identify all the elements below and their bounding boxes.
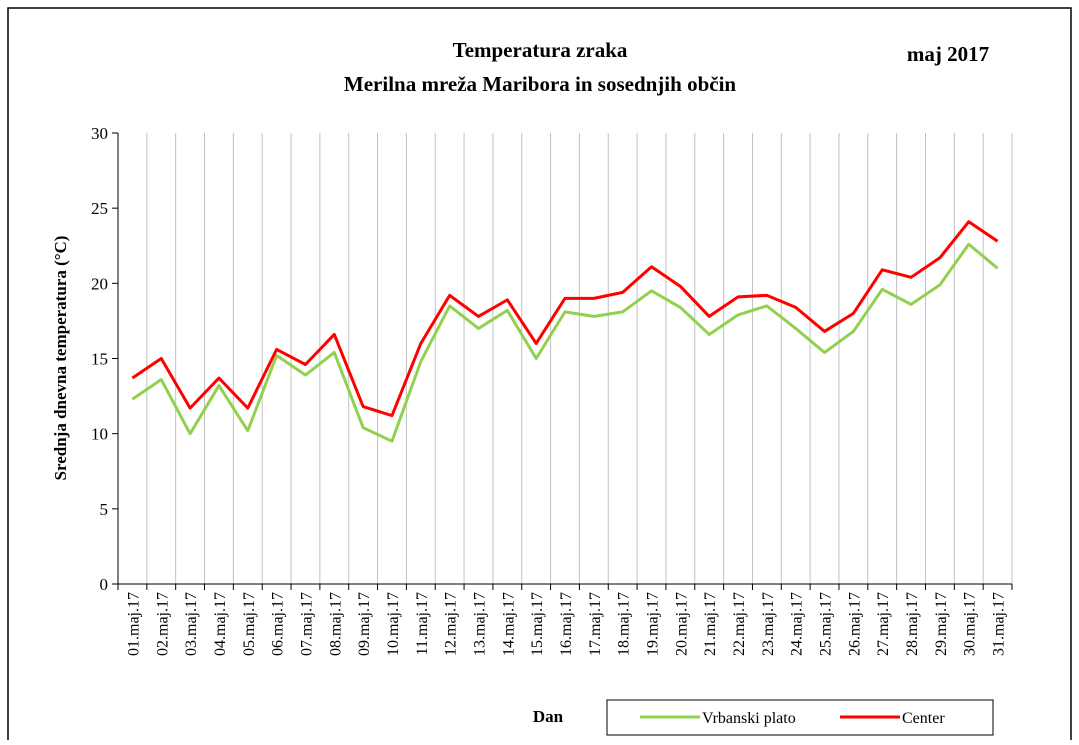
series-line: [131, 242, 999, 443]
x-tick-label: 28.maj.17: [904, 592, 921, 656]
x-tick-label: 19.maj.17: [645, 592, 662, 656]
x-tick-label: 14.maj.17: [500, 592, 517, 656]
x-tick-label: 02.maj.17: [154, 592, 171, 656]
x-tick-label: 11.maj.17: [414, 592, 431, 655]
x-tick-label: 20.maj.17: [673, 592, 690, 656]
y-axis-label: Srednja dnevna temperatura (°C): [51, 236, 70, 481]
date-annotation: maj 2017: [907, 42, 989, 66]
x-tick-label: 31.maj.17: [991, 592, 1008, 656]
x-tick-label: 15.maj.17: [529, 592, 546, 656]
x-tick-label: 27.maj.17: [875, 592, 892, 656]
x-tick-label: 05.maj.17: [241, 592, 258, 656]
x-tick-label: 03.maj.17: [183, 592, 200, 656]
x-tick-label: 16.maj.17: [558, 592, 575, 656]
y-tick-label: 30: [91, 124, 108, 143]
x-tick-label: 24.maj.17: [789, 592, 806, 656]
y-tick-label: 5: [100, 500, 109, 519]
chart-subtitle: Merilna mreža Maribora in sosednjih obči…: [344, 72, 736, 96]
x-tick-label: 23.maj.17: [760, 592, 777, 656]
x-tick-label: 09.maj.17: [356, 592, 373, 656]
y-tick-label: 20: [91, 274, 108, 293]
x-tick-label: 12.maj.17: [443, 592, 460, 656]
y-tick-label: 15: [91, 350, 108, 369]
x-axis-label: Dan: [533, 707, 564, 726]
x-tick-label: 26.maj.17: [846, 592, 863, 656]
legend-label: Center: [902, 710, 945, 727]
x-tick-label: 06.maj.17: [270, 592, 287, 656]
x-tick-label: 10.maj.17: [385, 592, 402, 656]
x-tick-label: 29.maj.17: [933, 592, 950, 656]
x-tick-label: 04.maj.17: [212, 592, 229, 656]
x-tick-label: 01.maj.17: [125, 592, 142, 656]
x-tick-label: 18.maj.17: [616, 592, 633, 656]
chart-title: Temperatura zraka: [453, 38, 628, 62]
x-tick-label: 07.maj.17: [298, 592, 315, 656]
x-tick-label: 08.maj.17: [327, 592, 344, 656]
x-tick-label: 13.maj.17: [471, 592, 488, 656]
y-tick-label: 10: [91, 425, 108, 444]
legend-box: [606, 699, 994, 736]
x-tick-label: 22.maj.17: [731, 592, 748, 656]
x-tick-label: 21.maj.17: [702, 592, 719, 656]
y-tick-label: 0: [100, 575, 109, 594]
x-tick-label: 17.maj.17: [587, 592, 604, 656]
chart-border: [7, 7, 1072, 740]
x-tick-label: 30.maj.17: [962, 592, 979, 656]
legend-label: Vrbanski plato: [702, 710, 796, 727]
y-tick-label: 25: [91, 199, 108, 218]
x-tick-label: 25.maj.17: [818, 592, 835, 656]
series-line: [131, 220, 999, 418]
